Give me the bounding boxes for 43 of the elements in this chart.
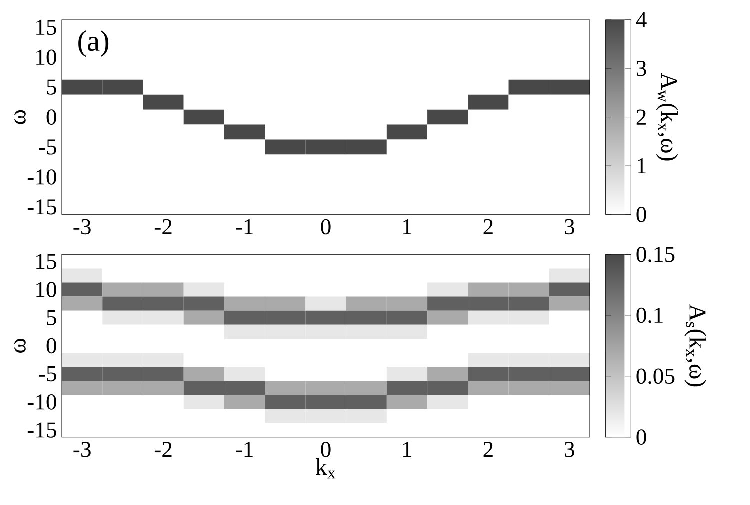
color-bar-label: 1 <box>638 158 646 174</box>
y-tick-label: 10 <box>36 282 56 298</box>
x-tick-label: 3 <box>565 442 574 458</box>
color-bar-label: 3 <box>636 61 646 76</box>
x-tick-label: 3 <box>565 219 574 235</box>
x-tick-label: -2 <box>154 442 172 458</box>
y-tick-label: 0 <box>46 338 56 354</box>
color-bar-label: 2 <box>636 110 646 125</box>
color-bar-label: 4 <box>636 12 647 28</box>
y-tick-label: 5 <box>47 80 56 95</box>
y-tick-label: -5 <box>39 366 56 382</box>
annotation: (a) <box>78 30 109 58</box>
y-tick-label: 15 <box>36 20 56 36</box>
x-tick-label: -1 <box>236 219 253 234</box>
y-tick-label: -5 <box>39 140 56 155</box>
y-tick-label: -15 <box>28 200 56 215</box>
y-tick-label: -15 <box>28 422 56 438</box>
y-tick-label: -10 <box>28 394 56 410</box>
color-bar-label: 0.05 <box>636 368 675 384</box>
x-tick-label: 1 <box>404 219 412 234</box>
y-tick-label: 5 <box>47 310 56 326</box>
color-bar-label: 0.15 <box>636 246 675 262</box>
x-tick-label: 0 <box>321 219 331 235</box>
y-tick-label: 15 <box>36 254 56 270</box>
y-tick-label: 10 <box>36 50 56 66</box>
color-bar-label: 0.1 <box>636 308 663 324</box>
color-bar-title: A$_{s}$(k$_{x}$,ω) <box>684 304 706 387</box>
x-tick-label: 2 <box>484 219 493 234</box>
color-bar-label: 0 <box>636 430 646 445</box>
x-tick-label: -1 <box>236 442 253 457</box>
x-tick-label: 2 <box>484 442 493 458</box>
x-axis-title: k$_{x}$ <box>316 458 336 479</box>
y-axis-title: ω <box>14 110 26 124</box>
x-tick-label: -3 <box>74 219 91 235</box>
x-tick-label: 1 <box>404 442 412 457</box>
color-bar-label: 0 <box>636 206 646 222</box>
color-bar-title: A$_{w}$(k$_{x}$,ω) <box>656 73 678 161</box>
x-tick-label: 0 <box>321 442 331 458</box>
y-axis-title: ω <box>14 339 26 353</box>
x-tick-label: -3 <box>74 442 91 458</box>
x-tick-label: -2 <box>154 219 172 234</box>
y-tick-label: -10 <box>28 170 56 185</box>
y-tick-label: 0 <box>46 110 56 125</box>
